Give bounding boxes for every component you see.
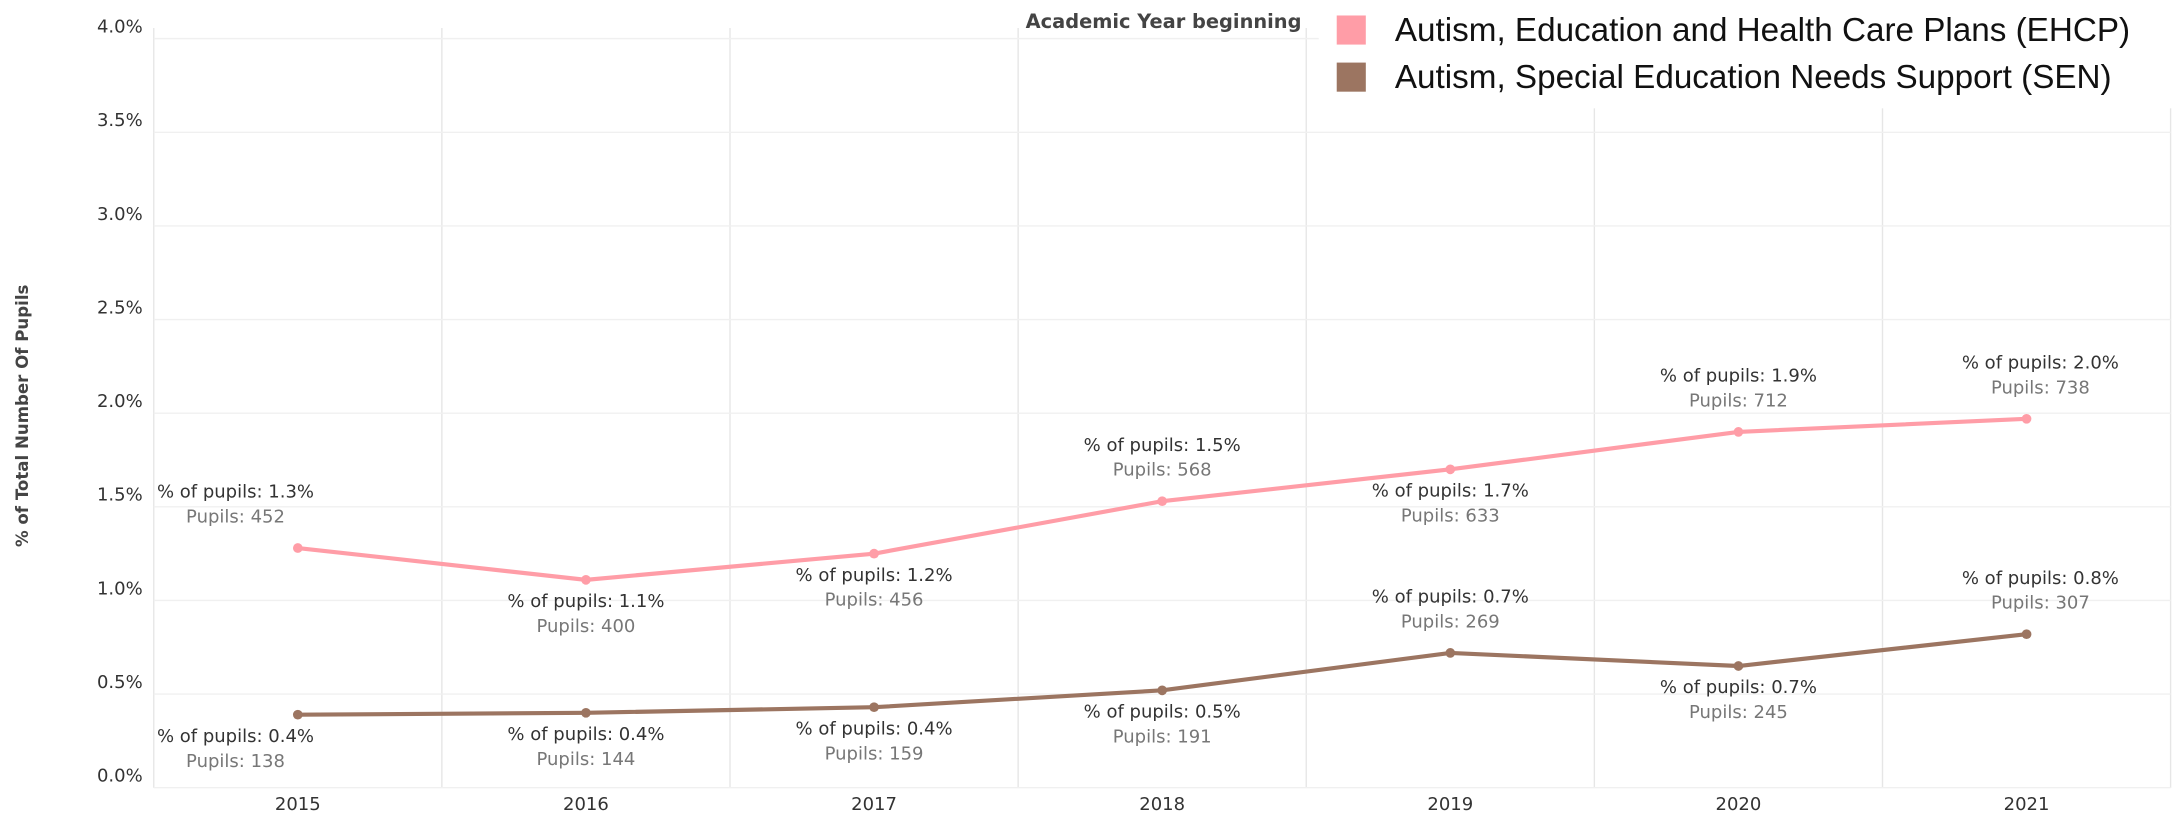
x-tick-label: 2019 [1427,794,1473,815]
x-axis-title: Academic Year beginning [1026,10,1302,33]
legend-bg [1318,0,2172,109]
pupil-label: Pupils: 400 [536,616,635,637]
legend-label: Autism, Education and Health Care Plans … [1395,12,2130,49]
x-tick-label: 2020 [1716,794,1762,815]
data-label: % of pupils: 0.7% [1660,677,1817,698]
point [1445,464,1456,475]
pupil-label: Pupils: 144 [536,749,635,770]
data-label: % of pupils: 0.8% [1962,568,2119,589]
point [2021,629,2032,640]
y-tick-label: 3.0% [97,204,143,225]
pupil-label: Pupils: 456 [825,590,924,611]
point [581,575,591,585]
point [1445,648,1456,658]
y-axis-title: % of Total Number Of Pupils [13,284,32,547]
legend-swatch [1336,15,1366,45]
data-label: % of pupils: 1.3% [157,482,314,503]
pupil-label: Pupils: 269 [1401,611,1500,632]
y-tick-label: 0.0% [97,766,143,787]
point [1157,685,1168,696]
point [292,543,303,553]
pupil-label: Pupils: 712 [1689,390,1788,411]
point [1733,427,1744,437]
pupil-label: Pupils: 191 [1113,726,1212,747]
data-label: % of pupils: 1.7% [1372,481,1529,502]
y-tick-label: 2.0% [97,391,143,412]
data-label: % of pupils: 1.1% [507,591,664,612]
pupil-label: Pupils: 633 [1401,505,1500,526]
data-label: % of pupils: 1.2% [796,565,953,586]
point [1157,496,1168,507]
legend-label: Autism, Special Education Needs Support … [1395,59,2112,96]
data-label: % of pupils: 0.4% [796,718,953,739]
y-tick-label: 4.0% [97,17,143,38]
y-tick-label: 1.5% [97,485,143,506]
pupil-label: Pupils: 138 [186,751,285,772]
pupil-label: Pupils: 738 [1991,377,2090,398]
pupil-label: Pupils: 159 [825,743,924,764]
pupil-label: Pupils: 245 [1689,702,1788,723]
x-tick-label: 2017 [851,794,897,815]
data-label: % of pupils: 0.4% [157,726,314,747]
y-tick-label: 3.5% [97,110,143,131]
x-tick-label: 2018 [1139,794,1185,815]
point [2021,413,2032,424]
point [869,702,879,713]
point [292,709,303,720]
pupil-label: Pupils: 307 [1991,593,2090,614]
data-label: % of pupils: 0.7% [1372,586,1529,607]
x-tick-label: 2021 [2004,794,2050,815]
x-tick-label: 2016 [563,794,609,815]
data-label: % of pupils: 1.5% [1084,435,1241,456]
y-tick-label: 1.0% [97,578,143,599]
data-label: % of pupils: 1.9% [1660,365,1817,386]
point [869,548,879,559]
pupil-label: Pupils: 568 [1113,460,1212,481]
y-tick-label: 0.5% [97,672,143,693]
y-tick-label: 2.5% [97,297,143,318]
pupil-label: Pupils: 452 [186,507,285,528]
point [1733,661,1744,671]
data-label: % of pupils: 0.4% [507,724,664,745]
data-label: % of pupils: 2.0% [1962,352,2119,373]
point [581,707,591,718]
legend-swatch [1336,62,1366,92]
x-tick-label: 2015 [275,794,321,815]
data-label: % of pupils: 0.5% [1084,702,1241,723]
